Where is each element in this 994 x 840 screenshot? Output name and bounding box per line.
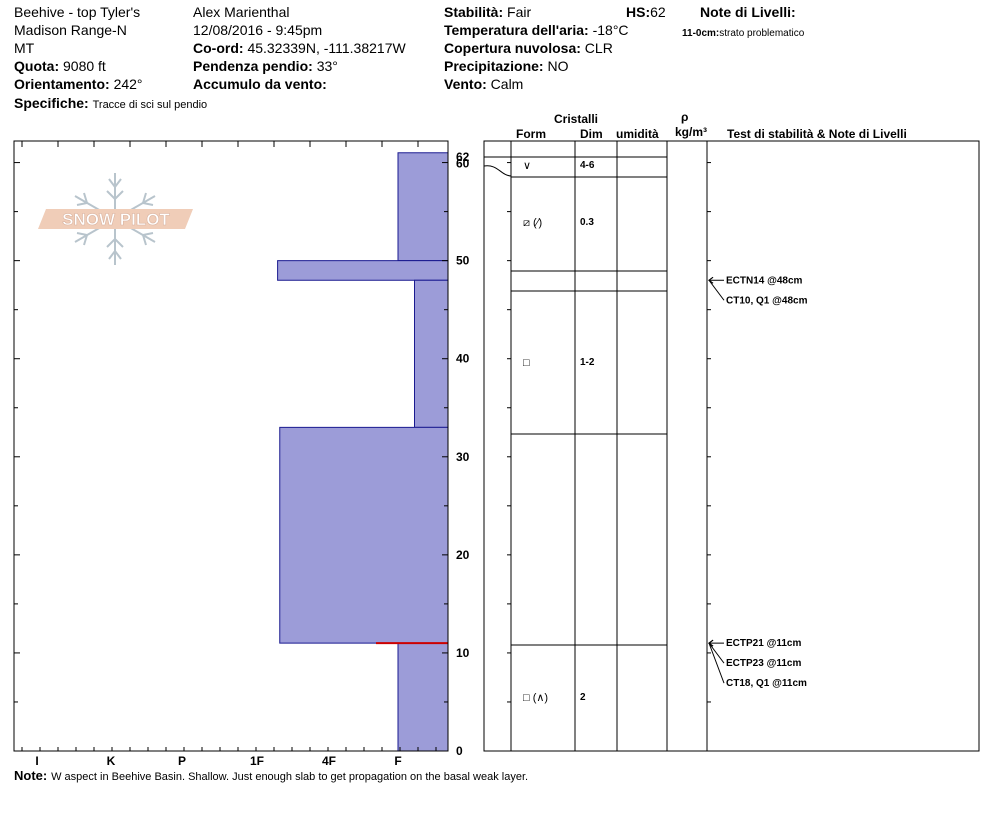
wind: Vento: Calm: [444, 76, 523, 92]
snow-pilot-logo: SNOW PILOT: [38, 173, 193, 265]
hardness-bar-4: [279, 426, 449, 644]
note-text: W aspect in Beehive Basin. Shallow. Just…: [51, 771, 529, 783]
hardness-label-1F: 1F: [250, 754, 264, 768]
elevation-value: 9080 ft: [63, 58, 106, 74]
test-arrow-head-1: [708, 276, 714, 284]
snow-height: HS:62: [626, 4, 666, 20]
coordinates: Co-ord: 45.32339N, -111.38217W: [193, 40, 406, 56]
location: Beehive - top Tyler's: [14, 4, 141, 20]
depth-label-40: 40: [456, 352, 470, 366]
logo-text: SNOW PILOT: [62, 210, 170, 229]
stability-test-4: CT18, Q1 @11cm: [726, 678, 807, 689]
grain-size-1: 0.3: [580, 217, 594, 228]
form-heading: Form: [516, 127, 546, 141]
wind-loading-label: Accumulo da vento:: [193, 76, 327, 92]
aspect-label: Orientamento:: [14, 76, 110, 92]
crystals-heading: Cristalli: [554, 112, 599, 126]
note-label: Note:: [14, 768, 48, 783]
aspect-value: 242°: [113, 76, 143, 92]
table-frame: [483, 140, 980, 752]
aspect: Orientamento: 242°: [14, 76, 143, 92]
cloud-cover: Copertura nuvolosa: CLR: [444, 40, 613, 56]
elevation-label: Quota:: [14, 58, 60, 74]
observer: Alex Marienthal: [193, 4, 290, 20]
grain-size-0: 4-6: [580, 160, 595, 171]
hardness-plot-frame: [13, 140, 449, 752]
hs-label: HS:: [626, 4, 651, 20]
density-heading: kg/m³: [675, 125, 708, 139]
stability-test-0: ECTN14 @48cm: [726, 275, 803, 286]
hardness-label-F: F: [394, 754, 401, 768]
precip-value: NO: [547, 58, 569, 74]
hardness-bar-2: [277, 260, 449, 281]
depth-label-30: 30: [456, 450, 470, 464]
depth-label-62: 62: [456, 150, 470, 164]
slope-label: Pendenza pendio:: [193, 58, 313, 74]
hardness-bar-3: [414, 279, 449, 428]
layer-note-depth: 11-0cm:: [682, 28, 720, 39]
depth-label-10: 10: [456, 646, 470, 660]
depth-label-60: 60: [456, 157, 470, 171]
depth-label-20: 20: [456, 548, 470, 562]
air-temperature: Temperatura dell'aria: -18°C: [444, 22, 629, 38]
test-arrow-line-1: [708, 279, 725, 301]
layer-note: 11-0cm:strato problematico: [682, 23, 804, 42]
specifics-value: Tracce di sci sul pendio: [92, 99, 208, 111]
dim-heading: Dim: [580, 127, 603, 141]
hardness-label-4F: 4F: [322, 754, 336, 768]
depth-label-50: 50: [456, 254, 470, 268]
stability-test-2: ECTP21 @11cm: [726, 638, 801, 649]
coord-value: 45.32339N, -111.38217W: [247, 40, 406, 56]
wind-loading: Accumulo da vento:: [193, 76, 327, 92]
state: MT: [14, 40, 35, 56]
note: Note: W aspect in Beehive Basin. Shallow…: [14, 767, 528, 785]
hardness-label-P: P: [178, 754, 186, 768]
temperature-curve: [483, 165, 512, 177]
depth-label-0: 0: [456, 744, 463, 758]
specifics: Specifiche: Tracce di sci sul pendio: [14, 95, 207, 113]
slope: Pendenza pendio: 33°: [193, 58, 338, 74]
stability-test-3: ECTP23 @11cm: [726, 658, 801, 669]
moisture-heading: umidità: [616, 127, 659, 141]
stability: Stabilità: Fair: [444, 4, 531, 20]
layer-note-text: strato problematico: [719, 28, 805, 39]
grain-form-2: □: [523, 357, 530, 369]
air-temp-value: -18°C: [592, 22, 629, 38]
tests-heading: Test di stabilità & Note di Livelli: [727, 127, 907, 141]
coord-label: Co-ord:: [193, 40, 244, 56]
precipitation: Precipitazione: NO: [444, 58, 568, 74]
grain-size-2: 1-2: [580, 357, 595, 368]
layer-notes-heading: Note di Livelli:: [700, 4, 796, 20]
rho-heading: ρ: [681, 110, 689, 124]
test-arrow-head-4: [708, 639, 714, 647]
grain-form-1: ⧄ (⁄): [523, 217, 542, 229]
hardness-label-K: K: [107, 754, 116, 768]
specifics-label: Specifiche:: [14, 95, 89, 111]
hardness-label-I: I: [35, 754, 38, 768]
grain-form-3: □ (∧): [523, 692, 548, 704]
slope-value: 33°: [316, 58, 338, 74]
elevation: Quota: 9080 ft: [14, 58, 106, 74]
logo-banner: [38, 209, 193, 229]
hardness-bar-1: [397, 152, 449, 262]
stability-value: Fair: [507, 4, 532, 20]
grain-size-3: 2: [580, 692, 586, 703]
hardness-bar-5: [397, 642, 449, 752]
stability-label: Stabilità:: [444, 4, 504, 20]
mountain-range: Madison Range-N: [14, 22, 127, 38]
stability-test-1: CT10, Q1 @48cm: [726, 295, 808, 306]
cloud-value: CLR: [584, 40, 613, 56]
wind-label: Vento:: [444, 76, 487, 92]
grain-form-0: ∨: [523, 160, 531, 172]
test-arrow-line-3: [708, 642, 725, 664]
hs-value: 62: [650, 4, 666, 20]
date-time: 12/08/2016 - 9:45pm: [193, 22, 323, 38]
cloud-label: Copertura nuvolosa:: [444, 40, 581, 56]
test-arrow-line-4: [708, 642, 725, 684]
wind-value: Calm: [490, 76, 524, 92]
precip-label: Precipitazione:: [444, 58, 544, 74]
air-temp-label: Temperatura dell'aria:: [444, 22, 589, 38]
